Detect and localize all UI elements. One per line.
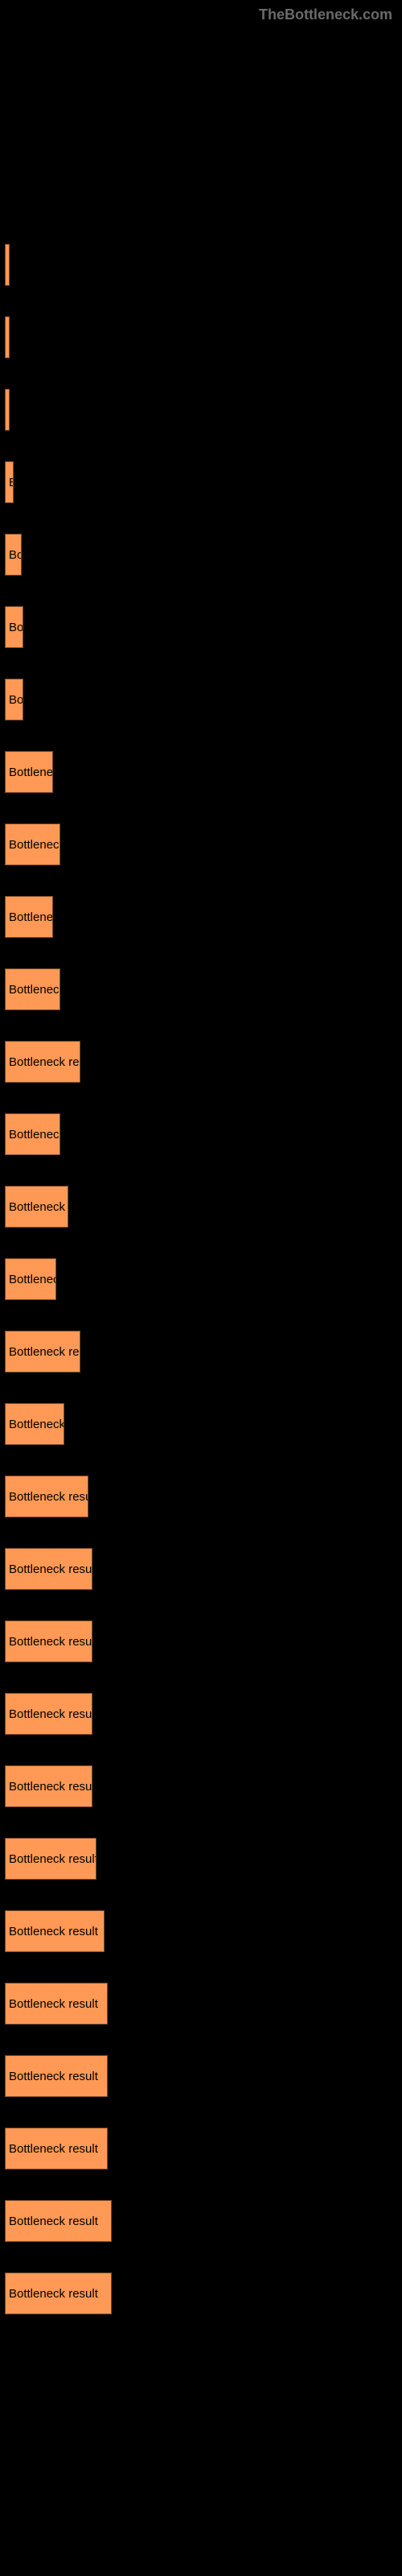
bar-row: Bottleneck result — [5, 1331, 402, 1373]
bar-row: Bottleneck r — [5, 1258, 402, 1300]
bar: Bottleneck result — [5, 2273, 112, 2314]
bar: Bo — [5, 606, 23, 648]
bar-row: Bo — [5, 679, 402, 720]
bottom-spacer — [0, 2345, 402, 2442]
bar-row: Bottleneck result — [5, 1548, 402, 1590]
bar-row: Bottleneck res — [5, 1403, 402, 1445]
bar: Bottleneck result — [5, 1910, 105, 1952]
bar: Bottleneck result — [5, 1331, 80, 1373]
bar-row: Bo — [5, 534, 402, 576]
bar-row: Bottleneck result — [5, 2273, 402, 2314]
bar: Bo — [5, 679, 23, 720]
bar-row: Bottleneck re — [5, 1113, 402, 1155]
bar-row: Bottleneck r — [5, 968, 402, 1010]
bar-row: Bo — [5, 606, 402, 648]
bar: Bottlenec — [5, 896, 53, 938]
bar: Bottleneck result — [5, 1765, 92, 1807]
bar: Bottlene — [5, 751, 53, 793]
bar-row: Bottlenec — [5, 896, 402, 938]
bar — [5, 244, 10, 286]
horizontal-bar-chart: E Bo Bo Bo Bottlene Bottleneck r Bottlenec Bott… — [0, 244, 402, 2314]
bar: Bottleneck result — [5, 1041, 80, 1083]
bar-row: Bottleneck resu — [5, 1186, 402, 1228]
bar-row: Bottleneck result — [5, 1765, 402, 1807]
bar — [5, 389, 10, 431]
bar: Bottleneck result — [5, 2128, 108, 2169]
bar-row: Bottleneck result — [5, 1838, 402, 1880]
bar: Bottleneck r — [5, 824, 60, 865]
bar-row — [5, 244, 402, 286]
bar-row: Bottleneck result — [5, 2128, 402, 2169]
bar: Bottleneck r — [5, 968, 60, 1010]
bar: Bottleneck result — [5, 1620, 92, 1662]
top-spacer — [0, 27, 402, 244]
brand-text: TheBottleneck.com — [0, 0, 402, 27]
bar-row: Bottleneck result — [5, 1620, 402, 1662]
bar: Bottleneck result — [5, 2200, 112, 2242]
bar: Bo — [5, 534, 22, 576]
bar-row: Bottlene — [5, 751, 402, 793]
bar: E — [5, 461, 14, 503]
bar-row: E — [5, 461, 402, 503]
bar-row: Bottleneck result — [5, 1983, 402, 2025]
bar-row: Bottleneck result — [5, 2200, 402, 2242]
bar: Bottleneck r — [5, 1258, 56, 1300]
bar: Bottleneck resu — [5, 1186, 68, 1228]
bar — [5, 316, 10, 358]
bar: Bottleneck re — [5, 1113, 60, 1155]
bar-row: Bottleneck result — [5, 1693, 402, 1735]
bar: Bottleneck result — [5, 1476, 88, 1517]
bar: Bottleneck res — [5, 1403, 64, 1445]
bar-row: Bottleneck result — [5, 1476, 402, 1517]
bar: Bottleneck result — [5, 1693, 92, 1735]
bar-row: Bottleneck r — [5, 824, 402, 865]
bar: Bottleneck result — [5, 1548, 92, 1590]
bar-row: Bottleneck result — [5, 1041, 402, 1083]
bar: Bottleneck result — [5, 1838, 96, 1880]
bar-row: Bottleneck result — [5, 1910, 402, 1952]
bar: Bottleneck result — [5, 2055, 108, 2097]
bar-row — [5, 316, 402, 358]
bar: Bottleneck result — [5, 1983, 108, 2025]
bar-row — [5, 389, 402, 431]
bar-row: Bottleneck result — [5, 2055, 402, 2097]
